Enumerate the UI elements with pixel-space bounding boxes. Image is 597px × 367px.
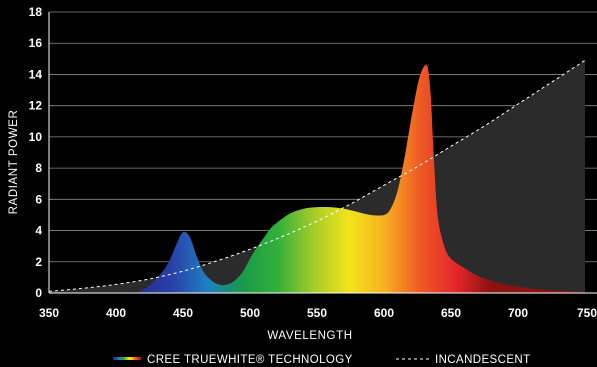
y-tick-label: 16 xyxy=(29,36,43,50)
y-tick-label: 8 xyxy=(35,161,42,175)
incandescent-line xyxy=(48,59,586,292)
x-tick-label: 400 xyxy=(106,306,126,320)
legend-swatch-spectrum xyxy=(113,357,141,360)
y-tick-label: 12 xyxy=(29,99,43,113)
incandescent-area xyxy=(49,60,585,294)
x-tick-label: 650 xyxy=(441,306,461,320)
x-tick-label: 750 xyxy=(577,306,597,320)
y-tick-label: 18 xyxy=(29,5,43,19)
x-tick-label: 350 xyxy=(39,306,59,320)
x-tick-label: 450 xyxy=(173,306,193,320)
axes: 0 2 4 6 8 10 12 14 16 18 350 400 450 500 550 600 650 700 7… xyxy=(29,5,597,320)
plot-area xyxy=(48,59,586,294)
x-tick-label: 700 xyxy=(508,306,528,320)
x-axis-label: WAVELENGTH xyxy=(267,330,352,342)
y-tick-label: 10 xyxy=(29,130,43,144)
y-tick-label: 4 xyxy=(35,224,42,238)
y-axis-label: RADIANT POWER xyxy=(8,110,20,215)
y-tick-label: 14 xyxy=(29,67,43,81)
x-tick-label: 600 xyxy=(374,306,394,320)
legend: CREE TRUEWHITE® TECHNOLOGY INCANDESCENT xyxy=(113,354,531,366)
legend-label-spectrum: CREE TRUEWHITE® TECHNOLOGY xyxy=(147,354,353,366)
legend-label-incandescent: INCANDESCENT xyxy=(435,354,531,366)
cree-truewhite-spectrum-area xyxy=(136,64,585,293)
y-tick-label: 2 xyxy=(35,255,42,269)
y-tick-label: 0 xyxy=(35,286,42,300)
x-tick-label: 550 xyxy=(307,306,327,320)
y-tick-label: 6 xyxy=(35,192,42,206)
x-tick-label: 500 xyxy=(240,306,260,320)
gridlines xyxy=(49,11,597,263)
